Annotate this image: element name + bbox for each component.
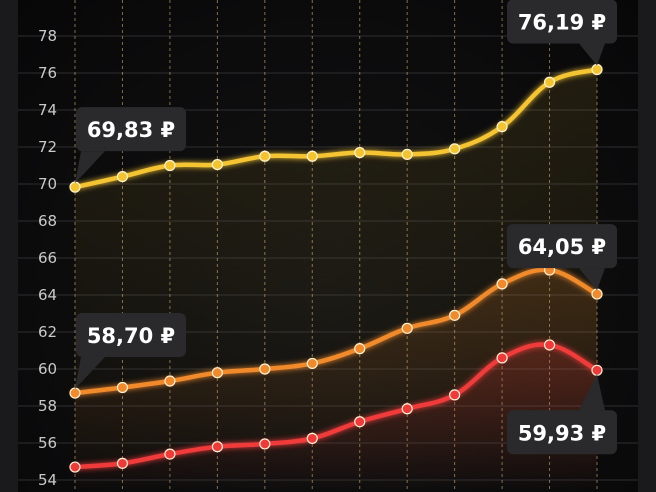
- callout-box: [76, 107, 186, 152]
- series-0-point: [401, 148, 413, 160]
- callout-pointer: [579, 268, 605, 291]
- value-callout: 64,05 ₽: [507, 224, 617, 291]
- series-0-point: [164, 159, 176, 172]
- y-tick-label: 66: [38, 249, 57, 267]
- callout-box: [76, 313, 186, 358]
- callout-label: 59,93 ₽: [518, 421, 606, 445]
- series-2-point: [211, 441, 223, 453]
- y-tick-label: 70: [38, 175, 57, 193]
- callout-label: 76,19 ₽: [518, 10, 606, 34]
- value-callout: 59,93 ₽: [507, 374, 617, 455]
- y-tick-label: 72: [38, 138, 57, 156]
- series-1-point: [401, 322, 413, 334]
- series-2-point: [449, 389, 461, 401]
- callout-pointer: [75, 357, 105, 390]
- series-1-point: [164, 375, 176, 387]
- y-tick-label: 56: [38, 434, 57, 452]
- series-1-point: [591, 288, 603, 300]
- series-2-point: [306, 432, 318, 444]
- y-tick-label: 60: [38, 360, 57, 378]
- series-2-point: [591, 364, 603, 376]
- series-0-point: [306, 150, 318, 162]
- series-2-point: [496, 352, 508, 364]
- series-2-point: [354, 416, 366, 428]
- series-2-point: [259, 438, 271, 450]
- callout-pointer: [579, 43, 605, 66]
- series-2-area: [75, 344, 597, 492]
- series-0-point: [69, 181, 81, 193]
- series-1-point: [211, 367, 223, 379]
- y-tick-label: 64: [38, 286, 57, 304]
- series-1-point: [449, 309, 461, 321]
- callout-label: 69,83 ₽: [87, 118, 175, 142]
- y-tick-label: 58: [38, 397, 57, 415]
- series-2-point: [116, 457, 129, 469]
- series-1-point: [116, 381, 129, 394]
- series-2-point: [69, 461, 81, 473]
- series-1-point: [69, 387, 81, 399]
- series-0-point: [591, 63, 603, 76]
- series-1-point: [354, 343, 366, 355]
- series-2-point: [401, 403, 413, 415]
- series-1-point: [306, 357, 318, 370]
- y-tick-label: 74: [38, 101, 57, 119]
- series-1-point: [259, 363, 271, 375]
- series-0-point: [449, 143, 461, 155]
- series-1-point: [496, 278, 508, 290]
- value-callout: 69,83 ₽: [75, 107, 186, 184]
- series-0-point: [543, 76, 556, 88]
- callout-pointer: [579, 374, 605, 411]
- series-2-point: [164, 448, 176, 460]
- callout-label: 58,70 ₽: [87, 324, 175, 348]
- series-0-point: [354, 146, 366, 159]
- y-tick-label: 54: [38, 471, 57, 489]
- callout-label: 64,05 ₽: [518, 235, 606, 259]
- series-0-point: [259, 150, 271, 162]
- value-callouts: 69,83 ₽ 76,19 ₽ 58,70 ₽ 64,05 ₽ 59,93 ₽: [75, 0, 617, 455]
- series-2-point: [543, 339, 556, 351]
- callout-box: [507, 224, 617, 269]
- y-axis-ticks: 54 56 58 60 62 64 66 68 70 72 74 76 78: [38, 27, 57, 489]
- series-points: [69, 63, 603, 473]
- y-tick-label: 76: [38, 64, 57, 82]
- callout-box: [507, 0, 617, 44]
- callout-box: [507, 410, 617, 455]
- series-0-point: [211, 158, 223, 171]
- y-tick-label: 62: [38, 323, 57, 341]
- series-0-point: [496, 121, 508, 133]
- value-callout: 76,19 ₽: [507, 0, 617, 66]
- y-tick-label: 78: [38, 27, 57, 45]
- value-callout: 58,70 ₽: [75, 313, 186, 390]
- callout-pointer: [75, 151, 105, 184]
- series-0-point: [116, 171, 129, 183]
- y-tick-label: 68: [38, 212, 57, 230]
